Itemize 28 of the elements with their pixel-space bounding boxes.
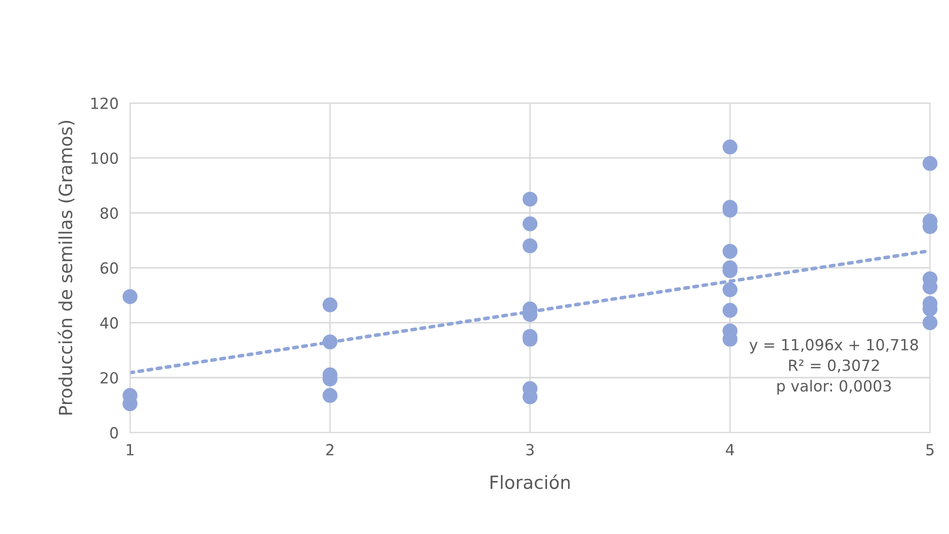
point — [522, 216, 538, 232]
point — [722, 302, 738, 318]
x-axis-title: Floración — [490, 474, 570, 490]
point — [322, 388, 338, 403]
y-tick-label: 0 — [110, 427, 118, 439]
y-tick-label: 100 — [91, 152, 118, 164]
x-tick-label: 3 — [526, 444, 534, 456]
point — [922, 156, 938, 171]
point — [722, 282, 738, 298]
y-tick-label: 40 — [100, 317, 118, 329]
y-tick-label: 80 — [100, 207, 118, 219]
point — [922, 315, 938, 330]
x-tick-label: 2 — [326, 444, 334, 456]
y-tick-label: 20 — [100, 372, 118, 384]
point — [322, 297, 338, 312]
x-tick-label: 1 — [126, 444, 134, 456]
point — [122, 289, 138, 304]
y-tick-label: 60 — [100, 262, 118, 274]
x-tick-label: 4 — [726, 444, 734, 456]
point — [522, 192, 538, 207]
point — [722, 244, 738, 259]
y-axis-title: Producción de semillas (Gramos) — [58, 120, 74, 414]
point — [722, 140, 738, 154]
point — [522, 238, 538, 254]
y-tick-label: 120 — [91, 98, 118, 110]
annotation: y = 11,096x + 10,718 R² = 0,3072 p valor: 0,0003 — [749, 338, 918, 395]
point — [322, 334, 338, 350]
x-tick-label: 5 — [926, 444, 934, 456]
